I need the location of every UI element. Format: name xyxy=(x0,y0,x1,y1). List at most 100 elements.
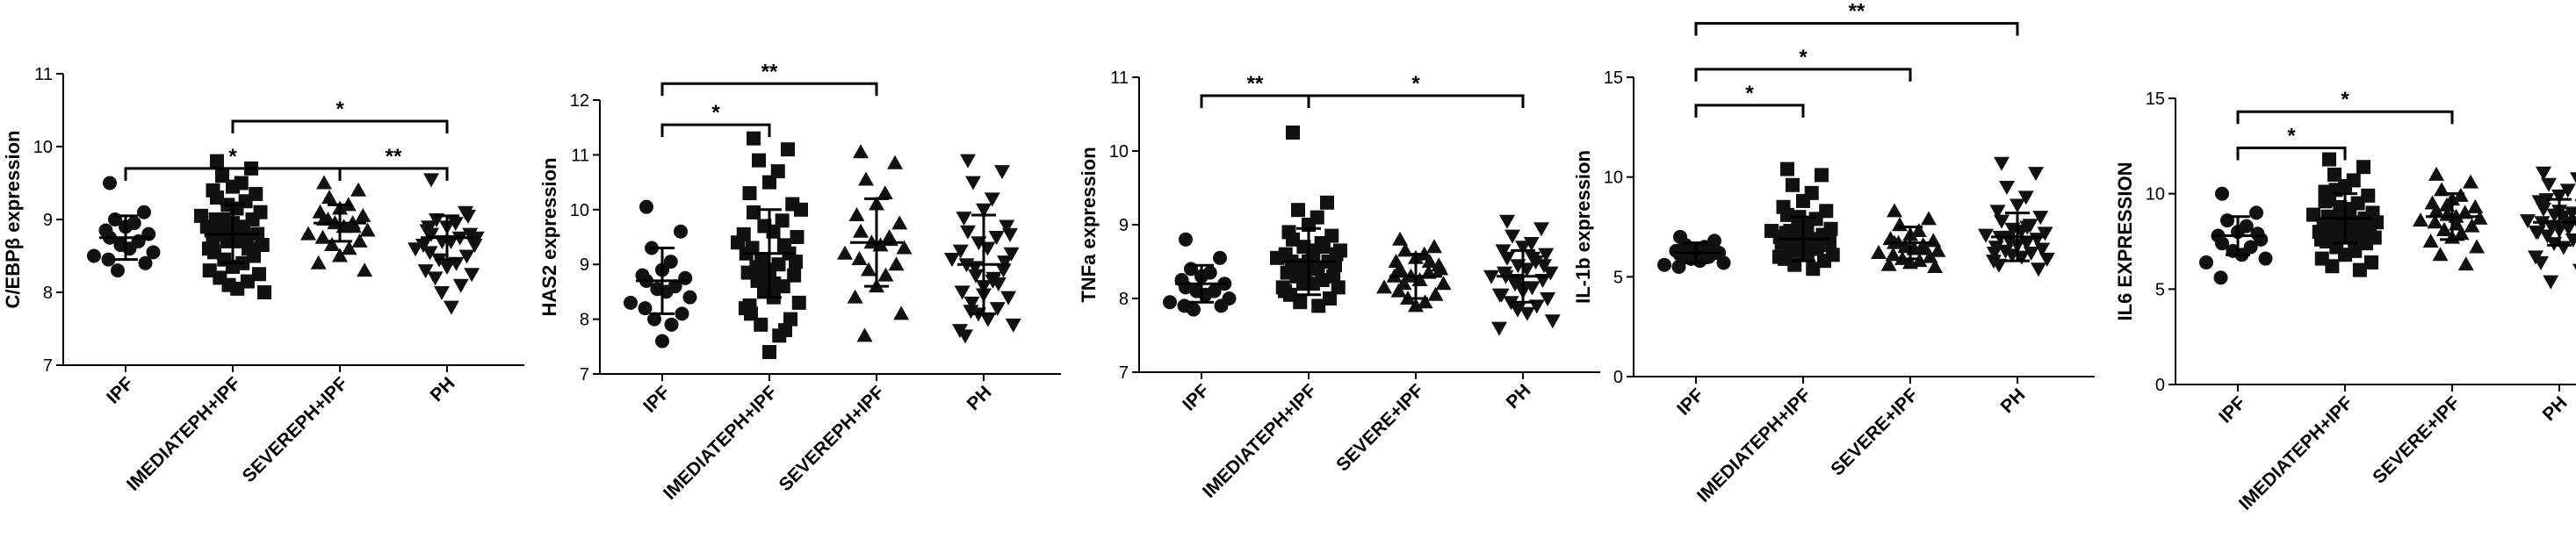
data-point xyxy=(783,312,797,327)
y-tick-label: 5 xyxy=(1613,268,1623,287)
data-point xyxy=(1408,298,1424,313)
significance-label: ** xyxy=(1849,0,1865,24)
y-tick-label: 11 xyxy=(1110,68,1129,88)
data-point xyxy=(443,300,459,315)
data-point xyxy=(1426,239,1442,254)
data-point xyxy=(421,220,437,235)
data-point xyxy=(206,234,220,248)
data-point xyxy=(2023,247,2039,262)
significance-bracket xyxy=(2236,110,2454,125)
data-point xyxy=(960,154,976,169)
y-tick-label: 10 xyxy=(33,138,53,157)
data-point xyxy=(794,202,808,217)
data-point xyxy=(2028,167,2044,182)
data-point xyxy=(675,306,689,321)
data-point xyxy=(2322,152,2336,167)
x-tick-label: PH xyxy=(1997,384,2030,417)
data-point xyxy=(2312,225,2327,240)
significance-bracket xyxy=(1694,104,1805,118)
data-point xyxy=(2032,211,2049,226)
data-point xyxy=(1491,321,1507,336)
data-point xyxy=(790,230,805,244)
data-point xyxy=(848,207,865,222)
x-tick-label: IMEDIATEPH+IPF xyxy=(660,382,782,504)
data-point xyxy=(1331,280,1346,295)
y-tick-label: 9 xyxy=(1119,216,1129,235)
x-tick-label: SEVEREPH+IPF xyxy=(776,382,889,495)
significance-label: * xyxy=(336,97,344,121)
data-point xyxy=(316,175,332,190)
data-point xyxy=(1892,217,1908,232)
data-point xyxy=(1311,298,1326,313)
data-point xyxy=(1432,261,1449,276)
data-point xyxy=(2428,166,2444,181)
data-point xyxy=(856,327,873,342)
y-tick-label: 10 xyxy=(1109,142,1129,162)
data-point xyxy=(762,175,776,190)
data-point xyxy=(1333,243,1347,258)
data-point xyxy=(1291,203,1305,218)
data-point xyxy=(1497,266,1512,281)
data-point xyxy=(893,305,910,320)
data-point xyxy=(965,176,981,190)
x-tick-label: IPF xyxy=(1179,380,1213,414)
y-tick-label: 8 xyxy=(1119,290,1129,309)
data-point xyxy=(300,226,316,241)
data-point xyxy=(979,241,996,256)
data-point xyxy=(963,296,980,311)
data-point xyxy=(427,271,444,286)
data-point xyxy=(1916,241,1932,255)
x-tick-label: IPF xyxy=(103,373,137,407)
data-point xyxy=(2215,186,2229,201)
data-point xyxy=(466,239,483,254)
data-point xyxy=(1991,258,2007,273)
data-point xyxy=(877,185,893,200)
data-point xyxy=(674,224,688,239)
data-point xyxy=(210,190,224,205)
data-point xyxy=(999,219,1015,234)
data-point xyxy=(976,203,992,218)
significance-label: ** xyxy=(386,145,402,169)
y-tick-label: 15 xyxy=(2146,90,2165,109)
data-point xyxy=(1671,259,1686,274)
data-point xyxy=(853,223,869,238)
x-tick-label: SEVERE+IPF xyxy=(2369,392,2464,487)
data-point xyxy=(415,239,431,254)
x-tick-label: IMEDIATEPH+IPF xyxy=(2235,392,2357,514)
x-tick-label: IMEDIATEPH+IPF xyxy=(1693,384,1815,507)
data-point xyxy=(357,262,373,277)
data-point xyxy=(460,209,476,224)
y-tick-label: 8 xyxy=(580,311,589,330)
data-point xyxy=(847,289,863,304)
data-point xyxy=(851,250,868,265)
data-point xyxy=(2356,160,2370,175)
y-tick-label: 0 xyxy=(1613,368,1623,387)
data-point xyxy=(762,345,776,360)
data-point xyxy=(1278,247,1293,262)
y-tick-label: 5 xyxy=(2155,280,2165,299)
data-point xyxy=(332,248,348,262)
data-point xyxy=(314,229,331,244)
data-point xyxy=(2559,183,2576,198)
data-point xyxy=(341,241,357,255)
y-tick-label: 7 xyxy=(580,365,589,384)
data-point xyxy=(655,334,669,349)
data-point xyxy=(887,155,903,169)
data-point xyxy=(101,252,116,267)
data-point xyxy=(1902,255,1918,270)
data-point xyxy=(2464,218,2480,233)
data-point xyxy=(776,238,791,253)
data-point xyxy=(2413,212,2428,227)
data-point xyxy=(257,285,271,299)
data-point xyxy=(2469,239,2486,254)
y-tick-label: 11 xyxy=(34,65,53,84)
data-point xyxy=(1544,314,1561,329)
data-point xyxy=(1806,262,1821,277)
data-point xyxy=(2533,255,2549,270)
chart-panel-2: 7 8 9 10 11 12 HAS2 expression IPFIMEDIATEPH+IP… xyxy=(538,60,1061,504)
data-point xyxy=(1179,232,1193,247)
data-point xyxy=(747,131,761,146)
data-point xyxy=(647,312,661,327)
data-point xyxy=(417,264,434,279)
